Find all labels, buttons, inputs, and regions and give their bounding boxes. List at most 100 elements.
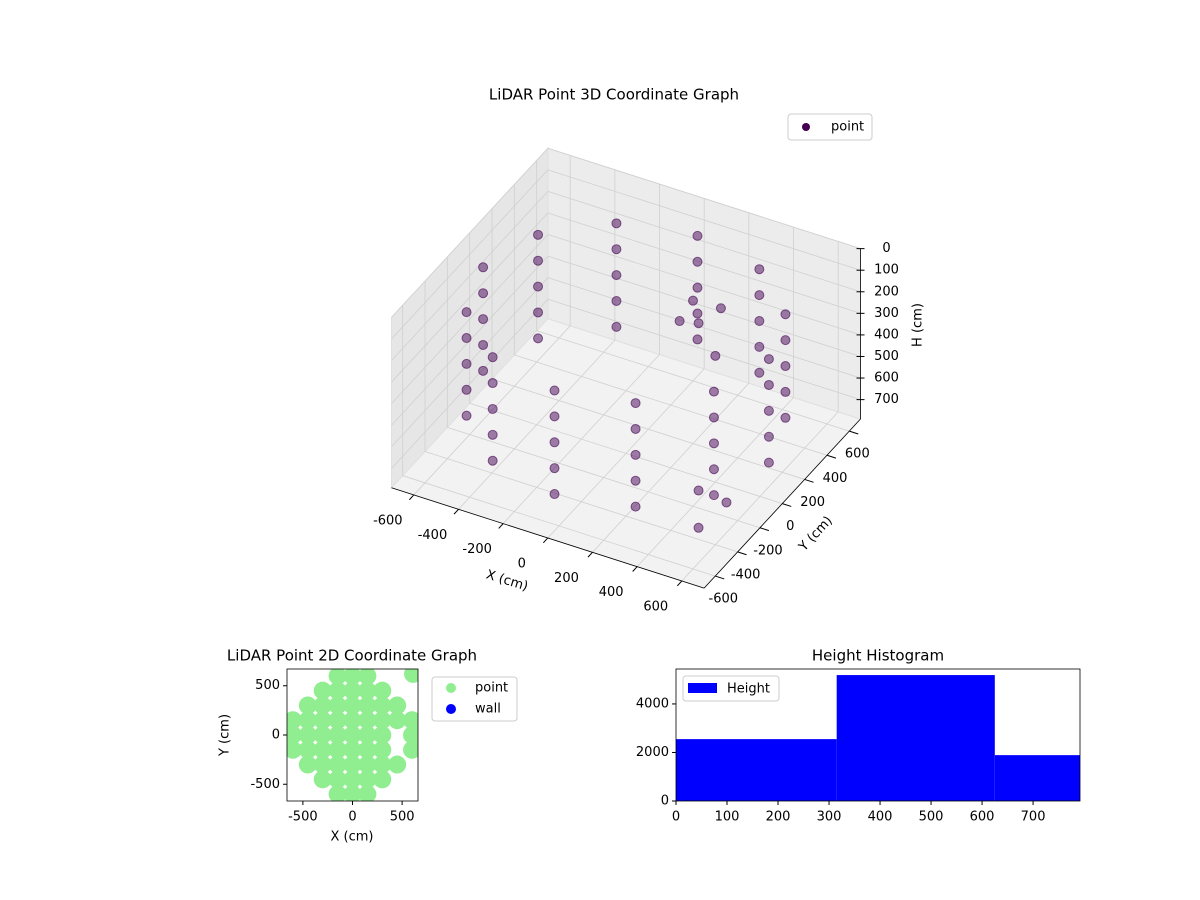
point <box>298 711 317 730</box>
z-tick-label: 500 <box>874 349 899 364</box>
point <box>710 350 721 361</box>
point <box>611 218 622 229</box>
point <box>754 367 765 378</box>
point <box>487 403 498 414</box>
point <box>328 785 347 801</box>
grid-line <box>547 234 861 336</box>
point <box>763 405 774 416</box>
point <box>478 339 489 350</box>
grid-line <box>547 147 861 250</box>
x-tick-label: 0 <box>672 810 680 825</box>
y-axis-label: Y (cm) <box>218 714 233 757</box>
chart-title: LiDAR Point 2D Coordinate Graph <box>227 647 477 665</box>
point <box>487 429 498 440</box>
point <box>298 740 317 759</box>
point <box>358 696 377 715</box>
point <box>478 314 489 325</box>
point <box>487 455 498 466</box>
point <box>373 770 392 789</box>
point <box>693 318 704 329</box>
grid-line <box>391 234 549 404</box>
point <box>287 726 302 744</box>
point <box>533 229 544 240</box>
grid-line <box>469 402 783 504</box>
point <box>692 308 703 319</box>
bar <box>836 675 995 801</box>
point <box>403 711 418 730</box>
point <box>721 497 732 508</box>
legend-marker <box>446 704 456 714</box>
point <box>328 669 347 685</box>
point <box>358 755 377 774</box>
point <box>403 740 418 759</box>
grid-line <box>391 147 549 318</box>
chart-title: Height Histogram <box>812 647 944 665</box>
grid-line <box>547 277 861 379</box>
y-tick-label: 0 <box>786 519 794 534</box>
point <box>630 449 641 460</box>
point <box>549 385 560 396</box>
x-tick-label: 100 <box>715 810 740 825</box>
point <box>688 295 699 306</box>
z-axis-label: H (cm) <box>911 303 926 347</box>
point <box>313 711 332 730</box>
z-tick-label: 300 <box>874 306 899 321</box>
point <box>328 740 347 759</box>
point <box>708 464 719 475</box>
point <box>404 669 418 683</box>
point <box>461 358 472 369</box>
grid-line <box>391 298 549 469</box>
y-tick-label: 2000 <box>636 745 669 760</box>
point <box>461 307 472 318</box>
point <box>358 770 377 789</box>
point <box>478 262 489 273</box>
point <box>298 696 317 715</box>
point <box>388 711 407 730</box>
grid-line <box>547 212 861 314</box>
point <box>313 755 332 774</box>
grid-line <box>424 451 738 553</box>
point <box>763 457 774 468</box>
y-tick-label: 0 <box>272 728 280 743</box>
point <box>343 726 362 744</box>
x-tick-label: 600 <box>970 810 995 825</box>
point <box>692 334 703 345</box>
grid-line <box>402 475 716 577</box>
x-tick <box>632 566 638 572</box>
y-tick-label: -400 <box>731 567 761 582</box>
point <box>373 696 392 715</box>
point <box>780 412 791 423</box>
y-tick-label: 500 <box>255 678 280 693</box>
grid-line <box>447 426 761 529</box>
point <box>373 711 392 730</box>
y-tick <box>826 454 837 459</box>
z-tick-label: 700 <box>874 392 899 407</box>
grid-line <box>491 378 805 480</box>
z-tick-label: 600 <box>874 371 899 386</box>
point <box>487 378 498 389</box>
point <box>708 490 719 501</box>
point <box>549 411 560 422</box>
grid-line <box>391 212 549 383</box>
point <box>298 755 317 774</box>
point <box>343 740 362 759</box>
point <box>358 669 377 685</box>
point <box>549 489 560 500</box>
point <box>533 255 544 266</box>
point <box>343 711 362 730</box>
point <box>313 696 332 715</box>
point <box>358 740 377 759</box>
grid-line <box>514 354 828 456</box>
point <box>630 475 641 486</box>
point <box>630 398 641 409</box>
point <box>461 384 472 395</box>
point <box>692 230 703 241</box>
point <box>692 282 703 293</box>
point <box>343 681 362 700</box>
z-tick-label: 400 <box>874 327 899 342</box>
grid-line <box>391 191 549 361</box>
y-tick-label: -600 <box>709 592 739 607</box>
legend-marker <box>446 683 456 693</box>
x-tick-label: 0 <box>348 810 356 825</box>
y-tick-label: 4000 <box>636 696 669 711</box>
